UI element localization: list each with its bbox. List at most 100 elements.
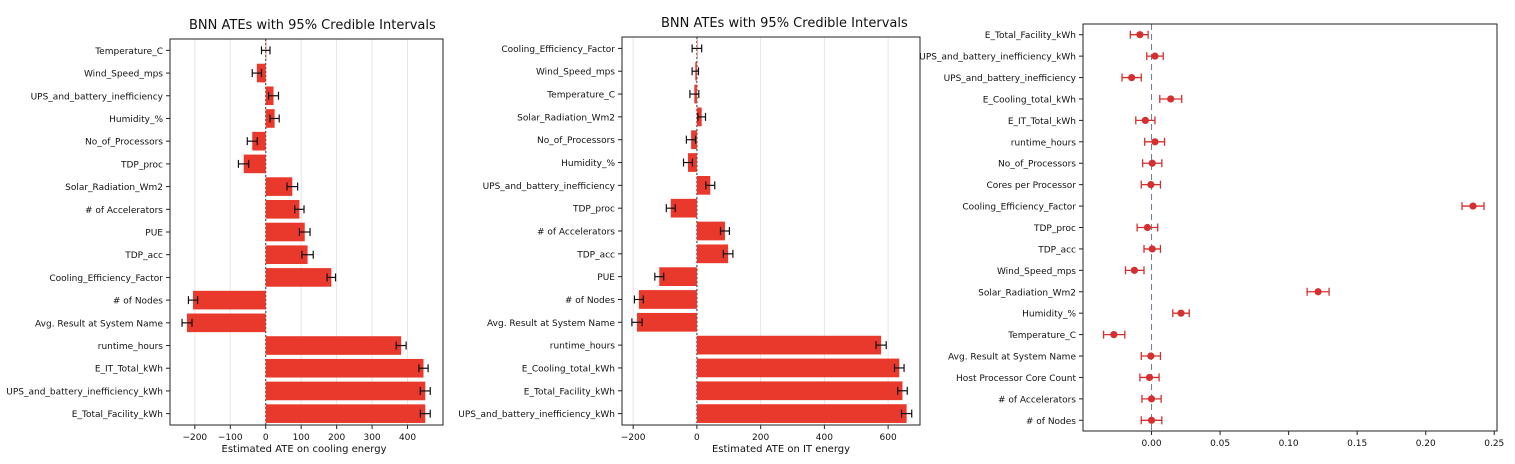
y-tick-label: runtime_hours — [550, 342, 616, 352]
y-tick-label: E_IT_Total_kWh — [1008, 117, 1076, 127]
x-tick-label: −100 — [218, 433, 243, 443]
bar — [670, 198, 697, 218]
x-tick-label: 400 — [399, 433, 416, 443]
x-tick-label: 0 — [263, 433, 269, 443]
y-tick-label: Wind_Speed_mps — [84, 70, 163, 80]
bar — [265, 381, 426, 401]
data-point — [1110, 331, 1118, 339]
data-point — [1147, 181, 1155, 189]
x-tick-label: 0.10 — [1279, 439, 1299, 449]
bar — [636, 312, 697, 332]
y-tick-label: runtime_hours — [98, 342, 164, 352]
y-tick-label: Temperature_C — [1007, 331, 1076, 341]
y-tick-label: No_of_Processors — [998, 160, 1076, 170]
y-tick-label: UPS_and_battery_inefficiency_kWh — [6, 387, 163, 397]
bar — [265, 358, 424, 378]
data-point — [1148, 159, 1156, 167]
y-tick-label: Avg. Result at System Name — [487, 319, 615, 329]
y-tick-label: UPS_and_battery_inefficiency — [483, 182, 616, 192]
y-tick-label: # of Nodes — [113, 297, 163, 307]
bar — [243, 154, 266, 174]
x-tick-label: 0.15 — [1347, 439, 1367, 449]
bar — [265, 268, 332, 287]
bar — [265, 245, 308, 265]
bar — [696, 404, 907, 423]
bar — [696, 221, 725, 241]
x-axis-label-cooling: Estimated ATE on cooling energy — [221, 444, 387, 455]
y-tick-label: E_Cooling_total_kWh — [522, 364, 615, 374]
x-tick-label: 600 — [880, 433, 897, 443]
data-point — [1147, 416, 1156, 424]
y-tick-label: TDP_proc — [120, 160, 163, 170]
x-tick-label: 0.25 — [1484, 439, 1504, 449]
x-tick-label: 100 — [293, 433, 310, 443]
data-point — [1147, 352, 1155, 360]
y-tick-label: TDP_acc — [1037, 245, 1076, 255]
y-tick-label: Cooling_Efficiency_Factor — [501, 45, 615, 55]
y-tick-label: PUE — [145, 229, 163, 239]
y-tick-label: TDP_proc — [1033, 224, 1076, 234]
y-tick-label: TDP_acc — [576, 250, 615, 260]
data-point — [1177, 309, 1185, 317]
bar — [696, 358, 900, 378]
data-point — [1167, 95, 1175, 103]
data-point — [1141, 116, 1149, 124]
data-point — [1148, 245, 1156, 253]
data-point — [1128, 73, 1136, 82]
y-tick-label: E_Cooling_total_kWh — [983, 95, 1076, 105]
x-tick-label: 400 — [816, 433, 833, 443]
y-tick-label: TDP_proc — [572, 205, 615, 215]
data-point — [1145, 373, 1154, 382]
x-tick-label: 300 — [363, 433, 380, 443]
plot-frame — [621, 36, 921, 426]
chart-title-cooling: BNN ATEs with 95% Credible Intervals — [189, 18, 436, 33]
plot-frame — [169, 38, 444, 426]
bar — [265, 222, 305, 242]
y-tick-label: UPS_and_battery_inefficiency_kWh — [919, 53, 1076, 63]
bar — [265, 177, 293, 196]
y-tick-label: E_Total_Facility_kWh — [524, 387, 615, 397]
bar — [265, 336, 402, 355]
y-tick-label: Wind_Speed_mps — [997, 267, 1076, 277]
y-tick-label: UPS_and_battery_inefficiency — [944, 74, 1077, 84]
y-tick-label: Avg. Result at System Name — [35, 319, 163, 329]
x-tick-label: 200 — [752, 433, 769, 443]
data-point — [1314, 288, 1322, 296]
y-tick-label: PUE — [597, 273, 615, 283]
data-point — [1130, 266, 1139, 274]
x-tick-label: 0 — [694, 433, 700, 443]
y-tick-label: No_of_Processors — [85, 138, 163, 148]
y-tick-label: E_Total_Facility_kWh — [72, 410, 163, 420]
y-tick-label: Cores per Processor — [986, 181, 1076, 191]
y-tick-label: Wind_Speed_mps — [536, 68, 615, 78]
data-point — [1151, 52, 1159, 60]
x-tick-label: −200 — [621, 433, 646, 443]
y-tick-label: # of Nodes — [565, 296, 615, 306]
y-tick-label: UPS_and_battery_inefficiency — [31, 92, 164, 102]
x-tick-label: 0.20 — [1416, 439, 1436, 449]
x-tick-label: 0.05 — [1210, 439, 1230, 449]
y-tick-label: Solar_Radiation_Wm2 — [65, 183, 163, 193]
bar — [696, 381, 903, 401]
data-point — [1469, 202, 1477, 210]
data-point — [1136, 31, 1144, 39]
bar — [265, 404, 426, 423]
bar — [696, 175, 711, 195]
data-point — [1143, 223, 1152, 232]
y-tick-label: Cooling_Efficiency_Factor — [49, 274, 163, 284]
y-tick-label: TDP_acc — [124, 251, 163, 261]
y-tick-label: UPS_and_battery_inefficiency_kWh — [458, 410, 615, 420]
bar — [696, 335, 882, 355]
x-tick-label: 200 — [328, 433, 345, 443]
y-tick-label: No_of_Processors — [537, 136, 615, 146]
bar — [252, 131, 266, 151]
y-tick-label: Temperature_C — [546, 91, 615, 101]
y-tick-label: Solar_Radiation_Wm2 — [978, 288, 1076, 298]
y-tick-label: E_IT_Total_kWh — [95, 365, 163, 375]
bar — [659, 267, 697, 287]
y-tick-label: Humidity_% — [109, 115, 163, 125]
y-tick-label: Temperature_C — [94, 47, 163, 57]
